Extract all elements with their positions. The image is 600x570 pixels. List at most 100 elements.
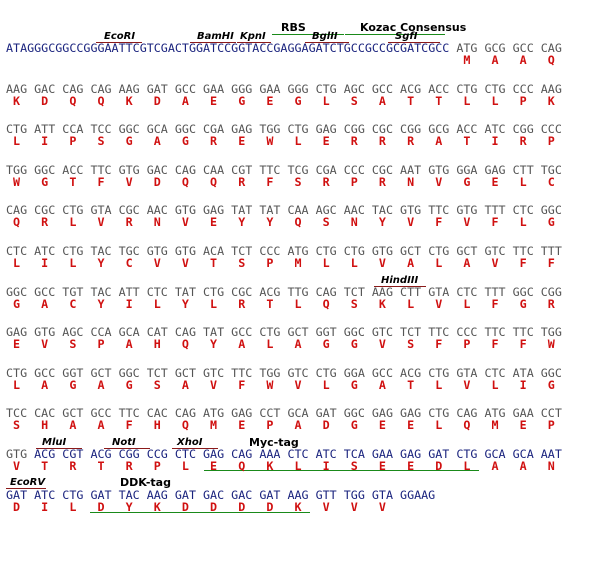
codon: ACG xyxy=(34,447,56,461)
codon: ATC xyxy=(484,122,506,137)
amino-acid: A xyxy=(69,418,77,433)
amino-acid: F xyxy=(491,215,499,230)
amino-acid: D xyxy=(41,93,49,108)
codon: CGG xyxy=(343,122,365,137)
codon: GAG xyxy=(6,325,28,340)
amino-acid: D xyxy=(435,459,443,473)
site-line xyxy=(305,42,349,43)
amino-acid: G xyxy=(519,296,527,311)
amino-acid: G xyxy=(322,337,330,352)
amino-acid: Y xyxy=(181,296,189,311)
codon: GAT xyxy=(146,81,168,96)
codon: CAC xyxy=(146,406,168,421)
amino-acid: F xyxy=(491,296,499,311)
codon: CTG xyxy=(62,244,84,258)
codon: ATA xyxy=(512,365,534,380)
codon: AGC xyxy=(315,203,337,218)
codon: GCG xyxy=(428,122,450,137)
amino-acid: R xyxy=(350,134,358,149)
amino-acid: P xyxy=(266,418,274,433)
amino-acid: A xyxy=(519,459,527,473)
codon: ACG xyxy=(259,284,281,299)
amino-acid: L xyxy=(13,377,21,392)
amino-acid: L xyxy=(491,377,499,392)
codon: GCT xyxy=(287,325,309,340)
codon: GGG xyxy=(287,81,309,96)
codon: CAG xyxy=(90,81,112,96)
codon: ATG xyxy=(456,41,478,55)
codon: CTG xyxy=(428,406,450,421)
codon: CAG xyxy=(62,81,84,96)
codon: CGC xyxy=(231,284,253,299)
site-label: EcoRV xyxy=(10,477,46,488)
site-line xyxy=(96,42,142,43)
amino-acid: I xyxy=(125,296,133,311)
amino-acid: L xyxy=(69,256,77,270)
codon: CAG xyxy=(174,325,196,340)
amino-acid: S xyxy=(407,337,415,352)
codon: CGC xyxy=(34,203,56,218)
codon: CGG xyxy=(540,284,562,299)
codon: GGC xyxy=(118,122,140,137)
site-label: BamHI xyxy=(197,31,234,42)
codon: TCT xyxy=(400,325,422,340)
codon: GCT xyxy=(62,406,84,421)
codon: CGG xyxy=(118,447,140,461)
codon: GAG xyxy=(400,406,422,421)
amino-acid: W xyxy=(547,337,555,352)
amino-acid: I xyxy=(322,459,330,473)
amino-acid: L xyxy=(322,93,330,108)
codon: CCT xyxy=(540,406,562,421)
codon: GTC xyxy=(371,325,394,340)
amino-acid: E xyxy=(210,459,218,473)
amino-acid: C xyxy=(69,296,77,311)
codon: ATC xyxy=(34,244,56,258)
codon: GAC xyxy=(34,81,56,96)
codon: TAC xyxy=(90,284,112,299)
codon: GCT xyxy=(90,365,112,380)
amino-acid: Y xyxy=(97,256,105,270)
amino-acid: A xyxy=(294,337,302,352)
codon: GAT xyxy=(90,487,112,502)
amino-acid: R xyxy=(378,174,386,189)
codon: ACC xyxy=(428,81,450,96)
amino-acid: F xyxy=(519,337,527,352)
amino-acid: V xyxy=(435,174,443,189)
codon: TTC xyxy=(259,162,281,177)
amino-acid: Q xyxy=(294,215,302,230)
amino-acid: G xyxy=(41,174,49,189)
amino-acid: L xyxy=(407,296,415,311)
amino-acid: K xyxy=(153,499,161,514)
site-label: NotI xyxy=(112,437,136,448)
amino-acid: W xyxy=(266,134,274,149)
codon: CTC xyxy=(484,365,506,380)
codon: GCC xyxy=(34,365,56,380)
codon: GGC xyxy=(540,203,562,218)
amino-acid: S xyxy=(69,337,77,352)
codon: GCT xyxy=(400,244,422,258)
codon: GCA xyxy=(484,447,506,461)
codon: GGC xyxy=(34,162,56,177)
amino-acid: A xyxy=(153,134,161,149)
amino-acid: L xyxy=(181,459,189,473)
amino-acid: S xyxy=(238,256,246,270)
sequence-row: CTG GCC GGT GCT GGC TCT GCT GTC TTC TGG GTC CTG GGA G… xyxy=(6,367,596,393)
codon: ACA xyxy=(203,244,225,258)
amino-acid: G xyxy=(350,418,358,433)
site-line xyxy=(388,42,440,43)
codon: TCC xyxy=(6,406,28,421)
codon: TCT xyxy=(146,365,168,380)
codon: GGAAG xyxy=(400,487,436,502)
codon: CTG xyxy=(456,81,478,96)
site-label: XhoI xyxy=(177,437,203,448)
codon: CGG xyxy=(400,122,422,137)
codon: CTG xyxy=(62,487,84,502)
codon: CCA xyxy=(62,122,84,137)
amino-acid: A xyxy=(125,337,133,352)
amino-acid: G xyxy=(350,377,358,392)
codon: CGA xyxy=(315,162,337,177)
amino-acid: R xyxy=(69,459,77,473)
amino-acid: T xyxy=(435,93,443,108)
codon: TTT xyxy=(484,203,506,218)
amino-acid: D xyxy=(13,499,21,514)
